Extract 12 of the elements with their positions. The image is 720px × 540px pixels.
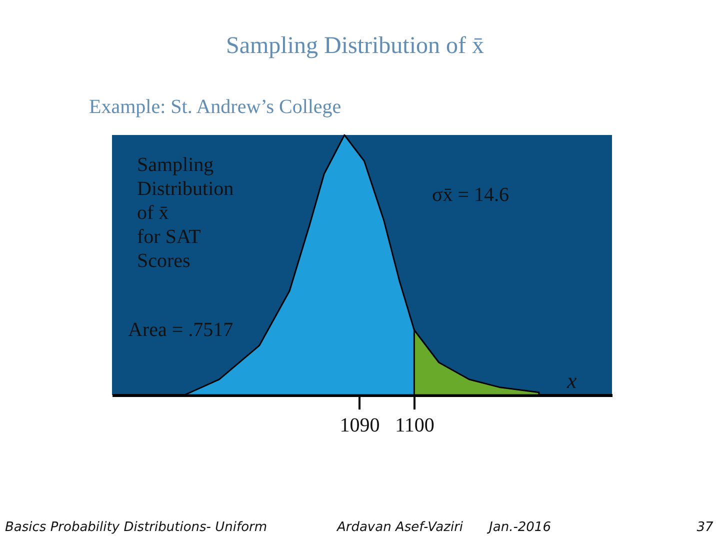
x-tick-label: 1100: [395, 414, 434, 436]
x-axis-title: x: [566, 368, 577, 393]
text: Jan.-2016: [486, 520, 551, 535]
text: Basics Probability Distributions- Uniform: [5, 520, 268, 535]
text: 37: [696, 520, 714, 535]
text: Ardavan Asef-Vaziri: [336, 520, 464, 535]
x-tick-label: 1090: [340, 414, 380, 436]
annotation: Area = .7517: [128, 319, 234, 341]
chart-subtitle: Example: St. Andrew’s College: [89, 96, 342, 118]
annotation: σx̄ = 14.6: [432, 184, 510, 206]
chart-title: Sampling Distribution of x̄: [226, 33, 484, 59]
annotation: Sampling Distribution of x̄ for SAT Scores: [137, 154, 234, 272]
